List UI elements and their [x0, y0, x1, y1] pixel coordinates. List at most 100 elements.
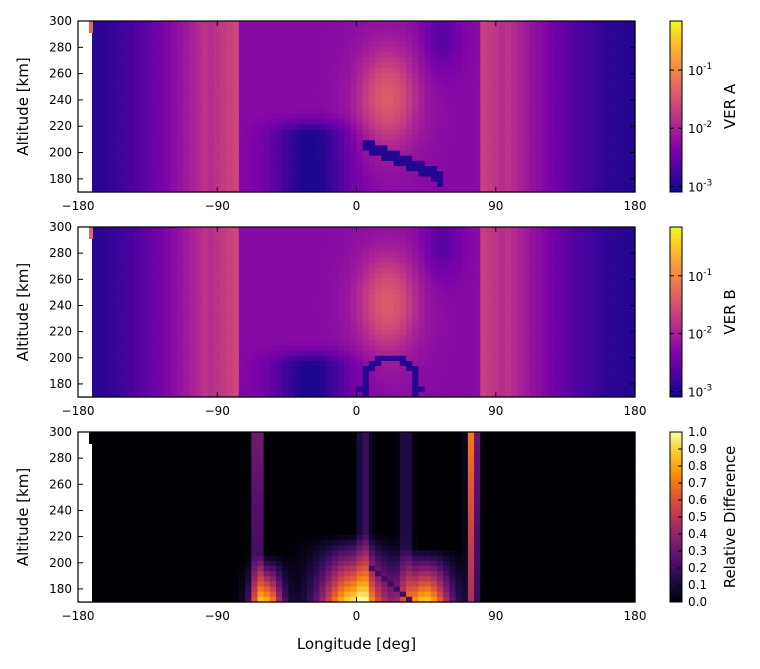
heatmap-cell [381, 386, 389, 393]
heatmap-cell [306, 242, 314, 249]
heatmap-cell [133, 391, 141, 398]
heatmap-cell [177, 319, 184, 326]
heatmap-cell [232, 345, 240, 352]
heatmap-cell [591, 67, 599, 74]
heatmap-cell [325, 171, 333, 178]
heatmap-cell [282, 31, 290, 38]
heatmap-cell [412, 314, 419, 321]
heatmap-cell [375, 232, 382, 238]
heatmap-cell [418, 119, 426, 126]
heatmap-cell [294, 232, 302, 238]
heatmap-cell [461, 88, 469, 95]
heatmap-cell [108, 119, 116, 126]
heatmap-cell [220, 324, 228, 331]
heatmap-cell [282, 314, 290, 321]
heatmap-cell [517, 78, 525, 84]
heatmap-cell [399, 381, 407, 388]
heatmap-cell [102, 345, 110, 352]
heatmap-cell [139, 72, 147, 79]
heatmap-cell [294, 46, 302, 53]
heatmap-cell [276, 109, 283, 115]
heatmap-cell [207, 319, 215, 326]
heatmap-cell [164, 381, 172, 388]
heatmap-cell [554, 78, 562, 84]
heatmap-cell [529, 78, 537, 84]
heatmap-cell [585, 21, 593, 27]
heatmap-cell [331, 62, 339, 69]
heatmap-cell [170, 181, 178, 188]
colorbar-swatch [670, 169, 682, 173]
heatmap-cell [375, 31, 382, 38]
heatmap-cell [96, 124, 104, 131]
heatmap-cell [170, 36, 178, 43]
heatmap-cell [579, 140, 587, 146]
heatmap-cell [108, 366, 116, 372]
heatmap-cell [387, 155, 395, 162]
heatmap-cell [294, 124, 302, 131]
heatmap-cell [121, 114, 129, 121]
heatmap-cell [628, 150, 636, 157]
heatmap-cell [529, 52, 537, 58]
heatmap-cell [294, 324, 302, 331]
heatmap-cell [238, 278, 246, 285]
heatmap-cell [257, 227, 265, 233]
heatmap-cell [331, 268, 339, 274]
heatmap-cell [579, 62, 587, 69]
heatmap-cell [424, 232, 432, 238]
heatmap-cell [102, 41, 110, 48]
heatmap-cell [517, 145, 525, 152]
heatmap-cell [276, 227, 283, 233]
heatmap-cell [319, 160, 327, 167]
heatmap-cell [319, 257, 327, 264]
heatmap-cell [152, 36, 160, 43]
heatmap-cell [375, 93, 382, 100]
heatmap-cell [127, 57, 135, 64]
heatmap-cell [622, 171, 630, 178]
heatmap-cell [628, 72, 636, 79]
heatmap-cell [90, 345, 98, 352]
heatmap-cell [177, 381, 184, 388]
colorbar-swatch [670, 166, 682, 170]
heatmap-cell [406, 268, 413, 274]
heatmap-cell [492, 31, 500, 38]
heatmap-cell [535, 36, 543, 43]
heatmap-cell [127, 252, 135, 259]
heatmap-cell [412, 26, 419, 32]
heatmap-cell [232, 109, 240, 115]
heatmap-cell [96, 109, 104, 115]
heatmap-cell [207, 62, 215, 69]
heatmap-cell [183, 21, 190, 27]
heatmap-cell [177, 391, 184, 398]
heatmap-cell [276, 41, 283, 48]
heatmap-cell [108, 72, 116, 79]
heatmap-cell [362, 26, 370, 32]
heatmap-cell [146, 345, 153, 352]
heatmap-cell [511, 26, 519, 32]
heatmap-cell [350, 129, 358, 136]
heatmap-cell [350, 268, 358, 274]
heatmap-cell [96, 319, 104, 326]
heatmap-cell [269, 93, 277, 100]
heatmap-cell [146, 155, 153, 162]
heatmap-cell [424, 124, 432, 131]
heatmap-cell [344, 345, 351, 352]
heatmap-cell [362, 360, 370, 367]
heatmap-cell [535, 21, 543, 27]
heatmap-cell [288, 376, 296, 383]
heatmap-cell [96, 335, 104, 341]
heatmap-cell [430, 263, 438, 269]
heatmap-cell [375, 340, 382, 347]
heatmap-cell [294, 299, 302, 305]
heatmap-cell [368, 268, 376, 274]
heatmap-cell [331, 150, 339, 157]
heatmap-cell [628, 62, 636, 69]
heatmap-cell [350, 273, 358, 280]
heatmap-cell [375, 237, 382, 244]
heatmap-cell [591, 135, 599, 141]
heatmap-cell [548, 140, 556, 146]
heatmap-cell [486, 67, 494, 74]
heatmap-cell [375, 263, 382, 269]
heatmap-cell [529, 62, 537, 69]
heatmap-cell [542, 103, 549, 110]
heatmap-cell [158, 21, 166, 27]
